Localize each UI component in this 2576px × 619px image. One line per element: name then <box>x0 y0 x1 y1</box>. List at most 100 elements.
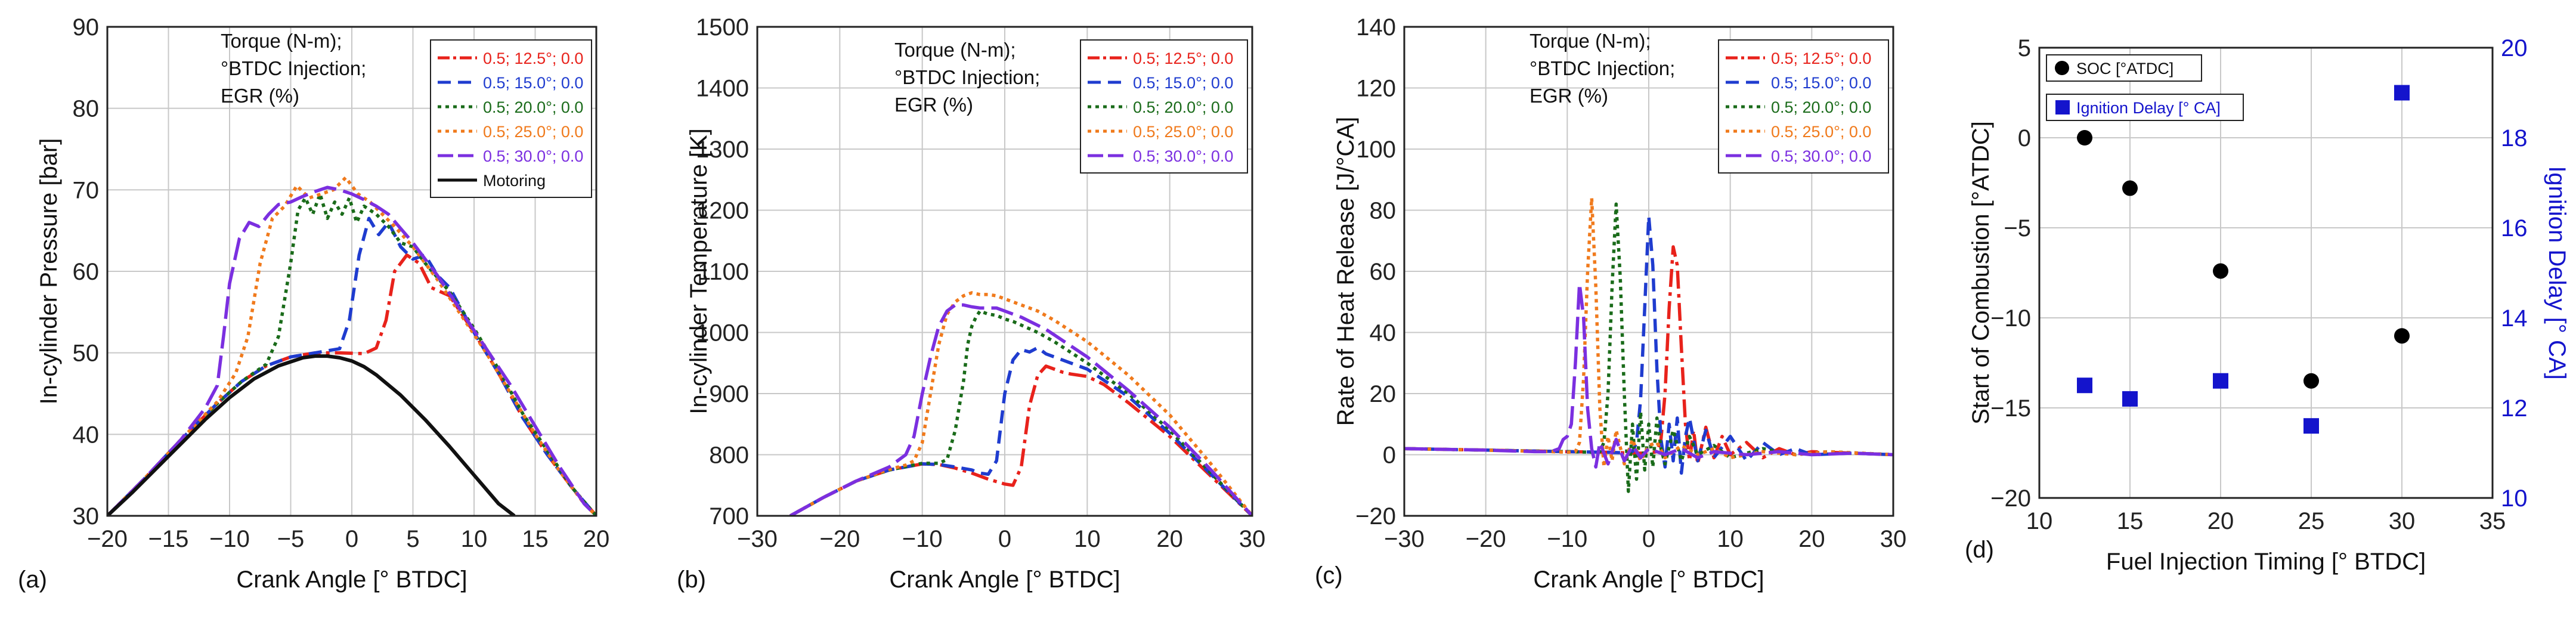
legend-label: 0.5; 20.0°; 0.0 <box>1133 98 1233 116</box>
y2-tick-label: 12 <box>2501 395 2528 422</box>
legend: 0.5; 12.5°; 0.0 0.5; 15.0°; 0.0 0.5; 20.0°… <box>1718 39 1889 174</box>
y2-tick-label: 16 <box>2501 215 2528 242</box>
annotation-line: °BTDC Injection; <box>894 66 1040 88</box>
annotation-line: EGR (%) <box>1530 85 1608 107</box>
legend-label: SOC [°ATDC] <box>2076 60 2174 78</box>
y-tick-label: 1500 <box>696 14 749 41</box>
annotation-line: °BTDC Injection; <box>221 57 366 79</box>
legend: 0.5; 12.5°; 0.0 0.5; 15.0°; 0.0 0.5; 20.0°… <box>1080 39 1248 174</box>
y2-tick-label: 14 <box>2501 305 2528 332</box>
ignition-delay-point <box>2213 373 2228 389</box>
y-axis-title: Rate of Heat Release [J/°CA] <box>1333 117 1359 426</box>
x-tick-label: −20 <box>819 526 860 552</box>
x-tick-label: −20 <box>87 526 128 552</box>
legend-label: 0.5; 30.0°; 0.0 <box>1771 147 1871 165</box>
annotation-line: Torque (N-m); <box>894 39 1016 61</box>
x-axis-title: Fuel Injection Timing [° BTDC] <box>2106 549 2426 575</box>
y-tick-label: 40 <box>73 422 100 448</box>
annotation: Torque (N-m); °BTDC Injection; EGR (%) <box>221 30 366 107</box>
legend-label: 0.5; 12.5°; 0.0 <box>1133 49 1233 67</box>
y2-tick-label: 10 <box>2501 485 2528 512</box>
legend-label: 0.5; 20.0°; 0.0 <box>1771 98 1871 116</box>
legend-label: 0.5; 15.0°; 0.0 <box>1133 74 1233 92</box>
y-tick-label: 1400 <box>696 76 749 102</box>
y-axis-title: In-cylinder Temperature [K] <box>686 128 712 414</box>
series-line-1 <box>789 364 1252 516</box>
x-tick-label: 10 <box>461 526 488 552</box>
legend-label: 0.5; 15.0°; 0.0 <box>483 74 583 92</box>
soc-point <box>2077 130 2092 146</box>
y-tick-label: 5 <box>2018 35 2031 61</box>
series-line-1 <box>107 253 596 516</box>
annotation-line: EGR (%) <box>221 85 299 107</box>
legend-label: 0.5; 25.0°; 0.0 <box>483 123 583 141</box>
legend-swatch <box>2055 61 2069 75</box>
series-line-5 <box>107 185 596 516</box>
x-tick-label: 0 <box>998 526 1011 552</box>
panel-c: −30 −20 −10 0 10 20 30−20020406080100120140Cra… <box>1315 14 1906 593</box>
y-tick-label: 20 <box>1370 381 1397 407</box>
x-tick-label: 10 <box>1074 526 1101 552</box>
y2-tick-label: 20 <box>2501 35 2528 61</box>
panel-b: −30 −20 −10 0 10 20 30 700 800 900 1000 1100 1200 130… <box>677 14 1265 593</box>
x-tick-label: 0 <box>1642 526 1655 552</box>
soc-point <box>2303 373 2319 389</box>
legend-box <box>2046 94 2244 121</box>
panel-label: (b) <box>677 567 706 593</box>
legend-label: Motoring <box>483 172 546 190</box>
x-axis-title: Crank Angle [° BTDC] <box>889 567 1120 593</box>
y2-tick-label: 18 <box>2501 125 2528 151</box>
series-line-2 <box>107 216 596 516</box>
y-tick-label: 700 <box>709 503 749 530</box>
legend-label: 0.5; 25.0°; 0.0 <box>1771 123 1871 141</box>
series-line-4 <box>1404 196 1893 469</box>
series-line-3 <box>789 309 1252 516</box>
x-tick-label: 30 <box>1880 526 1907 552</box>
legend-swatch <box>2055 100 2070 114</box>
legend-label: 0.5; 30.0°; 0.0 <box>483 147 583 165</box>
y2-axis-title: Ignition Delay [° CA] <box>2544 166 2570 379</box>
y-tick-label: 1300 <box>696 137 749 163</box>
annotation: Torque (N-m); °BTDC Injection; EGR (%) <box>1530 30 1675 107</box>
series-line-2 <box>789 346 1252 516</box>
soc-point <box>2394 328 2410 344</box>
legend-box <box>2046 54 2202 82</box>
y-tick-label: 140 <box>1356 14 1396 41</box>
x-tick-label: 30 <box>2389 508 2416 534</box>
y-tick-label: −20 <box>1355 503 1396 530</box>
soc-point <box>2213 263 2228 279</box>
panel-d: 10 15 20 25 30 35 −20 −15 −10 −5 0 5 Fuel Injection … <box>1965 35 2570 575</box>
y-tick-label: 120 <box>1356 76 1396 102</box>
x-tick-label: 10 <box>1717 526 1744 552</box>
legend-label: 0.5; 12.5°; 0.0 <box>483 49 583 67</box>
panel-a: −20 −15 −10 −5 0 5 10 15 20 30 40 50 60 70 80 90 Crank A… <box>18 14 609 593</box>
ignition-delay-point <box>2394 85 2410 101</box>
y-tick-label: 90 <box>73 14 100 41</box>
series-lines <box>107 176 596 516</box>
y-tick-label: 0 <box>2018 125 2031 151</box>
series-line-5 <box>1404 281 1893 469</box>
x-tick-label: −30 <box>1384 526 1425 552</box>
x-tick-label: −10 <box>902 526 943 552</box>
legend: SOC [°ATDC] Ignition Delay [° CA] <box>2046 54 2244 121</box>
y-tick-label: 1100 <box>698 259 749 285</box>
y-axis-title: Start of Combustion [°ATDC] <box>1968 121 1994 425</box>
legend-box <box>1718 39 1889 174</box>
x-tick-label: 35 <box>2479 508 2506 534</box>
x-tick-label: −15 <box>148 526 189 552</box>
series-line-2 <box>1404 214 1893 475</box>
ignition-delay-point <box>2303 418 2319 434</box>
y-tick-label: 70 <box>73 177 100 203</box>
x-tick-label: 20 <box>583 526 610 552</box>
y-tick-label: 40 <box>1370 320 1397 346</box>
panel-label: (c) <box>1315 562 1343 589</box>
y-tick-label: 80 <box>73 96 100 122</box>
legend-label: 0.5; 15.0°; 0.0 <box>1771 74 1871 92</box>
annotation-line: EGR (%) <box>894 94 973 116</box>
x-axis-title: Crank Angle [° BTDC] <box>1533 567 1764 593</box>
y-tick-label: 900 <box>709 381 749 407</box>
ignition-delay-point <box>2122 391 2138 407</box>
x-tick-label: −30 <box>737 526 778 552</box>
y-tick-label: −5 <box>2004 215 2031 242</box>
